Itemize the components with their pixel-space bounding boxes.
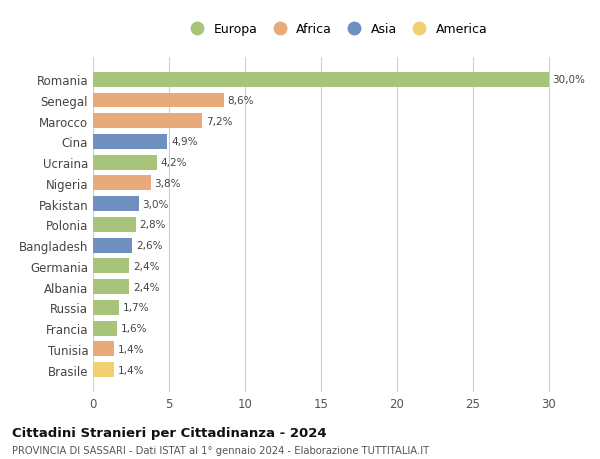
Bar (93, 259, 130, 274)
Text: 1,4%: 1,4% (118, 344, 145, 354)
Bar (93, 362, 114, 377)
Bar (93, 321, 118, 336)
Bar (93, 156, 157, 170)
Bar (93, 114, 202, 129)
Text: 3,8%: 3,8% (155, 179, 181, 189)
Text: 30,0%: 30,0% (553, 75, 585, 85)
Text: 4,2%: 4,2% (161, 158, 187, 168)
Bar (93, 300, 119, 315)
Bar (93, 176, 151, 191)
Bar (93, 238, 133, 253)
Bar (93, 93, 224, 108)
Text: 2,8%: 2,8% (139, 220, 166, 230)
Bar (93, 280, 130, 294)
Bar (93, 197, 139, 212)
Legend: Europa, Africa, Asia, America: Europa, Africa, Asia, America (185, 23, 487, 36)
Bar (93, 134, 167, 150)
Text: 2,4%: 2,4% (133, 261, 160, 271)
Bar (93, 341, 114, 357)
Text: 8,6%: 8,6% (227, 96, 254, 106)
Text: 3,0%: 3,0% (142, 199, 169, 209)
Text: Cittadini Stranieri per Cittadinanza - 2024: Cittadini Stranieri per Cittadinanza - 2… (12, 426, 326, 439)
Bar (93, 218, 136, 232)
Bar (93, 73, 548, 88)
Text: 2,6%: 2,6% (136, 241, 163, 251)
Text: 1,7%: 1,7% (122, 302, 149, 313)
Text: 1,4%: 1,4% (118, 365, 145, 375)
Text: PROVINCIA DI SASSARI - Dati ISTAT al 1° gennaio 2024 - Elaborazione TUTTITALIA.I: PROVINCIA DI SASSARI - Dati ISTAT al 1° … (12, 445, 429, 455)
Text: 2,4%: 2,4% (133, 282, 160, 292)
Text: 7,2%: 7,2% (206, 117, 233, 126)
Text: 4,9%: 4,9% (171, 137, 198, 147)
Text: 1,6%: 1,6% (121, 324, 148, 333)
